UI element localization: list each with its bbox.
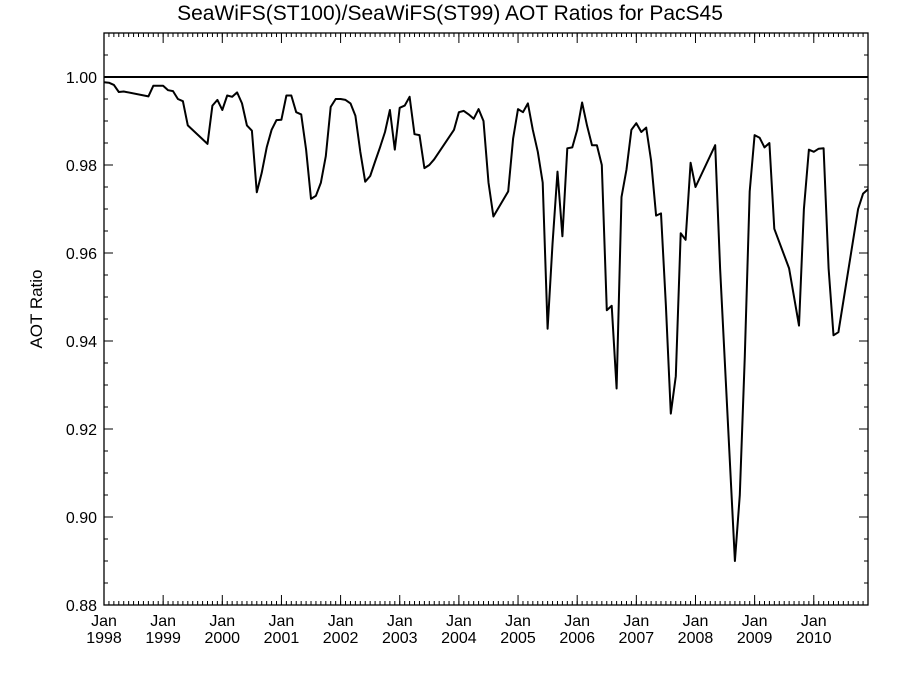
x-tick-label-year: 2000 [204, 630, 240, 647]
x-tick-label-year: 2006 [559, 630, 595, 647]
x-tick-label-year: 2003 [382, 630, 418, 647]
y-tick-label: 0.96 [66, 246, 97, 263]
x-tick-label-year: 1999 [145, 630, 181, 647]
x-tick-label-month: Jan [328, 613, 354, 630]
x-tick-label-year: 2002 [323, 630, 359, 647]
x-tick-label-month: Jan [387, 613, 413, 630]
x-tick-label-year: 2004 [441, 630, 477, 647]
x-tick-label-month: Jan [446, 613, 472, 630]
y-tick-label: 0.92 [66, 422, 97, 439]
x-tick-label-year: 2001 [264, 630, 300, 647]
y-tick-label: 0.90 [66, 510, 97, 527]
y-tick-label: 1.00 [66, 70, 97, 87]
aot-ratio-series-line [103, 81, 869, 562]
x-tick-label-year: 2009 [737, 630, 773, 647]
x-tick-label-year: 2005 [500, 630, 536, 647]
x-tick-label-month: Jan [683, 613, 709, 630]
x-tick-label-month: Jan [91, 613, 117, 630]
y-tick-label: 0.98 [66, 158, 97, 175]
x-tick-label-month: Jan [209, 613, 235, 630]
axis-ticks [103, 32, 869, 606]
x-tick-label-year: 2010 [796, 630, 832, 647]
y-tick-label: 0.94 [66, 334, 97, 351]
y-tick-label: 0.88 [66, 598, 97, 615]
chart-title: SeaWiFS(ST100)/SeaWiFS(ST99) AOT Ratios … [177, 2, 723, 25]
x-tick-label-month: Jan [150, 613, 176, 630]
x-tick-label-month: Jan [505, 613, 531, 630]
x-tick-label-month: Jan [623, 613, 649, 630]
x-tick-label-month: Jan [269, 613, 295, 630]
x-tick-label-month: Jan [801, 613, 827, 630]
plot-frame [103, 32, 869, 606]
axis-tick-labels: 0.880.900.920.940.960.981.00Jan1998Jan19… [66, 70, 832, 647]
x-tick-label-month: Jan [742, 613, 768, 630]
series-group [103, 76, 869, 562]
x-tick-label-year: 2007 [619, 630, 655, 647]
x-tick-label-month: Jan [564, 613, 590, 630]
x-tick-label-year: 1998 [86, 630, 122, 647]
x-tick-label-year: 2008 [678, 630, 714, 647]
